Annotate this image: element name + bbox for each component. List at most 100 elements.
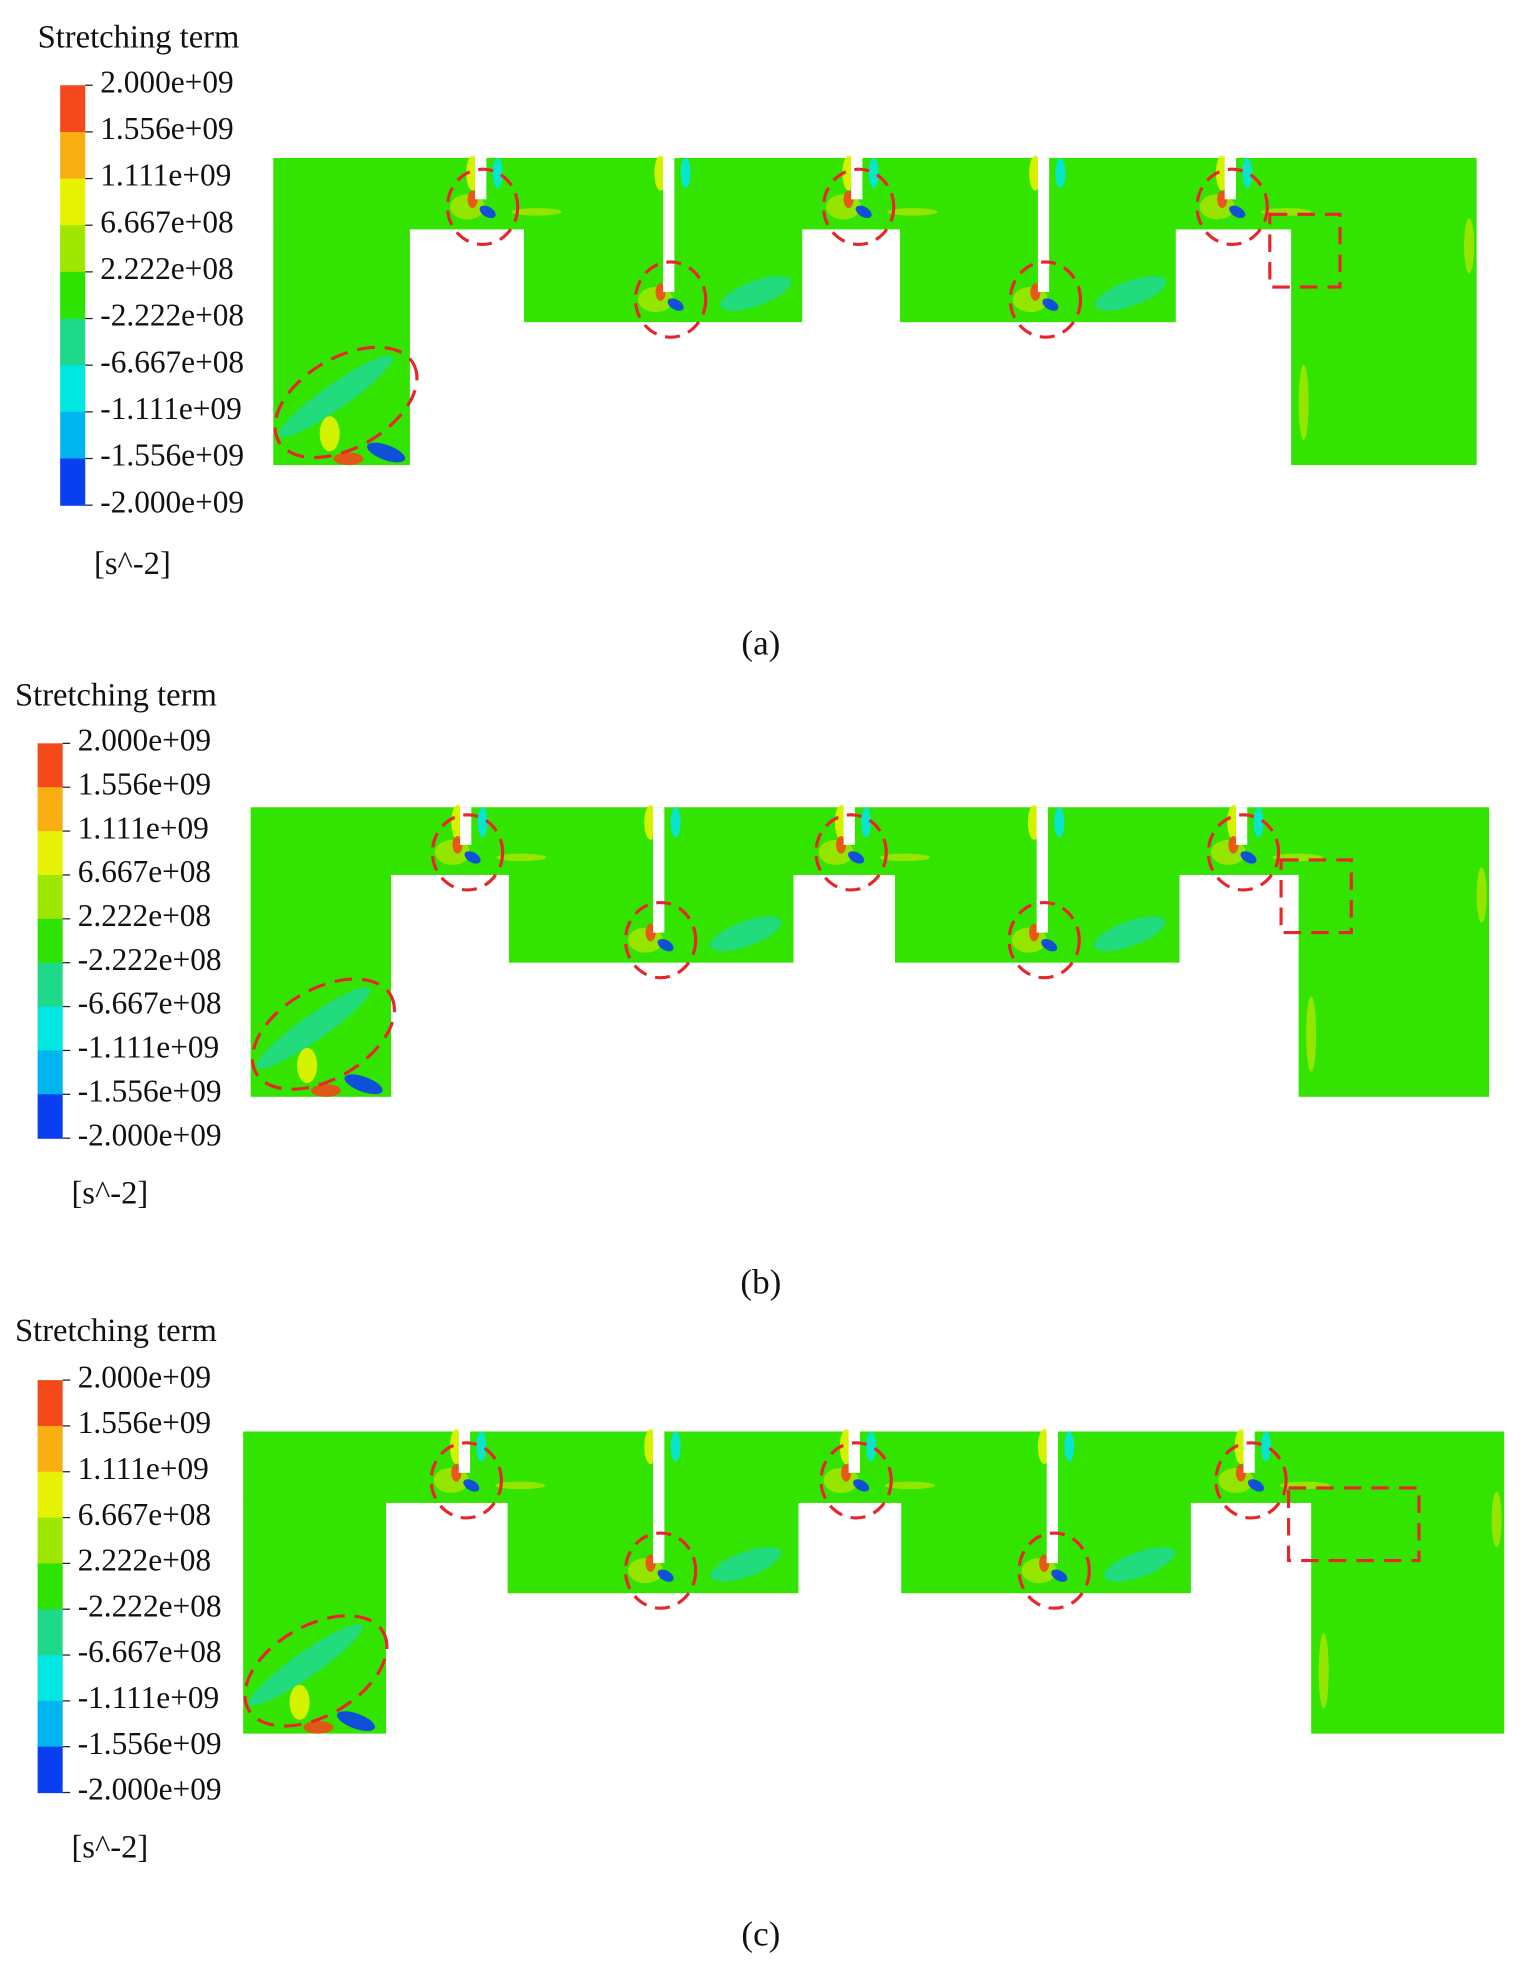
legend-label: -2.000e+09	[100, 484, 244, 519]
slot	[1235, 807, 1248, 845]
contour-blob	[1240, 851, 1257, 864]
legend-label: 1.556e+09	[78, 766, 211, 801]
contour-field	[250, 804, 1490, 1097]
contour-field	[273, 155, 1477, 466]
legend-unit: [s^-2]	[94, 546, 171, 582]
legend-label: -2.222e+08	[78, 942, 222, 977]
slot	[460, 807, 472, 845]
contour-blob	[319, 416, 340, 452]
contour-blob	[511, 208, 562, 216]
slot	[1036, 807, 1048, 933]
highlight-circle	[623, 1531, 698, 1610]
color-band	[37, 831, 63, 876]
slot	[458, 1431, 471, 1473]
contour-blob	[670, 1431, 681, 1462]
contour-blob	[1055, 157, 1066, 189]
highlight-circle	[814, 813, 888, 892]
contour-blob	[884, 1481, 936, 1490]
color-band	[37, 1425, 63, 1473]
contour-blob	[344, 1074, 383, 1095]
contour-blob	[879, 853, 931, 862]
contour-blob	[1217, 190, 1228, 209]
contour-blob	[1051, 1569, 1068, 1582]
contour-blob	[1229, 205, 1246, 219]
contour-blob	[1054, 807, 1065, 838]
contour-blob	[720, 275, 792, 311]
color-band	[37, 962, 63, 1008]
domain-region	[1298, 873, 1490, 1097]
color-band	[37, 1517, 63, 1565]
contour-blob	[1242, 157, 1253, 189]
contour-blob	[1248, 1479, 1265, 1492]
contour-blob	[256, 987, 371, 1069]
highlight-circle	[819, 1441, 893, 1520]
contour-blob	[496, 853, 547, 862]
color-band	[60, 178, 86, 226]
legend-label: 1.556e+09	[78, 1405, 211, 1440]
highlight-circle	[1195, 167, 1269, 247]
contour-blob	[1261, 1431, 1272, 1462]
legend-label: 1.556e+09	[100, 111, 233, 146]
contour-blob	[667, 298, 684, 311]
legend-label: -1.111e+09	[78, 1030, 220, 1065]
contour-field	[243, 1428, 1505, 1734]
panel: Stretching term 2.000e+09 1.556e+09 1.111e+…	[15, 1313, 1505, 1953]
contour-blob	[1298, 364, 1309, 440]
contour-blob	[303, 1721, 334, 1734]
color-band	[60, 365, 86, 413]
highlight-ellipse	[273, 345, 419, 460]
legend-label: 6.667e+08	[78, 854, 211, 889]
contour-blob	[868, 157, 879, 189]
contour-blob	[1476, 867, 1487, 923]
legend-label: -1.556e+09	[78, 1073, 222, 1108]
contour-blob	[1042, 298, 1059, 311]
contour-blob	[297, 1047, 318, 1084]
legend-title: Stretching term	[38, 20, 240, 56]
contour-blob	[279, 355, 393, 437]
slot	[653, 807, 665, 933]
highlight-box	[1279, 858, 1353, 935]
slot	[653, 1431, 665, 1564]
highlight-circle	[1017, 1531, 1091, 1610]
panel: Stretching term 2.000e+09 1.556e+09 1.111e+…	[38, 20, 1477, 662]
color-band	[60, 225, 86, 273]
color-band	[37, 1700, 63, 1748]
legend-label: -6.667e+08	[100, 344, 244, 379]
slot	[851, 157, 863, 200]
slot	[1224, 157, 1236, 200]
panel: Stretching term 2.000e+09 1.556e+09 1.111e+…	[15, 678, 1490, 1302]
slot	[1243, 1431, 1255, 1473]
color-band	[37, 1380, 63, 1427]
color-band	[37, 787, 63, 832]
contour-blob	[1491, 1491, 1502, 1547]
contour-blob	[645, 923, 656, 942]
legend-label: -2.222e+08	[100, 298, 244, 333]
contour-blob	[866, 1431, 877, 1462]
highlight-circle	[1206, 813, 1281, 892]
contour-blob	[710, 1546, 782, 1582]
highlight-circle	[429, 1441, 503, 1520]
legend-label: 2.222e+08	[100, 251, 233, 286]
legend-label: -1.556e+09	[78, 1726, 222, 1761]
color-band	[37, 743, 63, 788]
slot	[1037, 157, 1050, 293]
color-band	[37, 1746, 63, 1794]
contour-blob	[1253, 807, 1264, 838]
legend-label: -1.111e+09	[78, 1680, 220, 1715]
domain-region	[1291, 228, 1477, 466]
slot	[848, 1431, 860, 1473]
contour-blob	[1306, 996, 1317, 1072]
legend-label: 2.000e+09	[100, 64, 233, 99]
contour-blob	[645, 1554, 656, 1572]
contour-blob	[1093, 916, 1165, 952]
contour-blob	[848, 851, 865, 864]
highlight-circle	[623, 900, 698, 980]
contour-blob	[1064, 1431, 1075, 1462]
contour-blob	[680, 157, 691, 189]
contour-blob	[248, 1623, 363, 1706]
color-band	[37, 1050, 63, 1095]
color-band	[37, 1471, 63, 1519]
contour-blob	[1318, 1633, 1329, 1709]
